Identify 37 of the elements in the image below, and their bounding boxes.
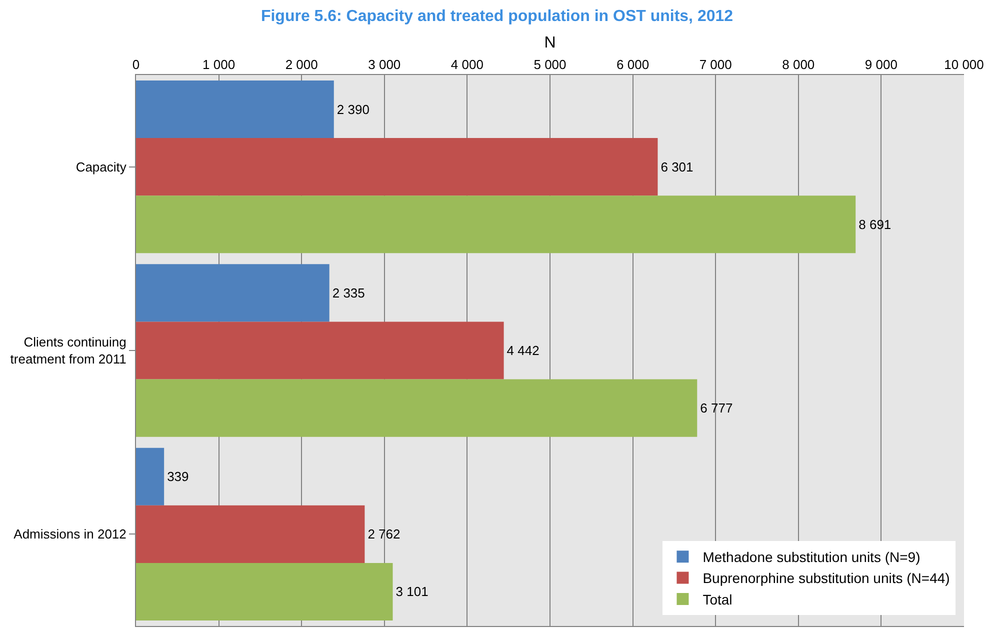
- data-label: 4 442: [506, 343, 540, 358]
- data-label: 6 777: [700, 400, 733, 416]
- bar: [136, 322, 504, 380]
- data-label: 2 390: [336, 102, 370, 117]
- x-tick-label: 9 000: [864, 56, 898, 72]
- x-tick-label: 10 000: [944, 56, 984, 72]
- legend-label: Buprenorphine substitution units (N=44): [702, 570, 950, 586]
- bar: [136, 505, 365, 563]
- data-label: 2 762: [368, 526, 400, 542]
- bar: [136, 80, 334, 138]
- bar: [136, 379, 698, 437]
- y-tick-label: Capacity: [76, 159, 127, 174]
- x-tick-label: 4 000: [450, 56, 484, 72]
- x-tick-label: 2 000: [285, 56, 318, 72]
- bar: [136, 138, 658, 196]
- x-tick-label: 7 000: [699, 56, 732, 72]
- legend-label: Methadone substitution units (N=9): [702, 549, 920, 566]
- x-tick-label: 8 000: [782, 56, 815, 72]
- legend-label: Total: [702, 591, 732, 608]
- y-tick-label: Admissions in 2012: [14, 526, 126, 542]
- bar: [136, 562, 393, 620]
- chart-title: Figure 5.6: Capacity and treated population in OST units, 2012: [260, 8, 734, 25]
- x-tick-label: 3 000: [368, 56, 401, 72]
- data-label: 339: [167, 469, 189, 484]
- x-axis-title: N: [544, 34, 556, 52]
- bar: [136, 196, 856, 254]
- data-label: 8 691: [858, 216, 892, 232]
- x-tick-label: 6 000: [616, 56, 650, 72]
- data-label: 6 301: [660, 159, 694, 174]
- bar: [136, 448, 164, 506]
- data-label: 3 101: [396, 584, 428, 600]
- x-tick-label: 0: [132, 56, 140, 72]
- data-label: 2 335: [332, 285, 365, 300]
- x-tick-label: 1 000: [202, 56, 236, 72]
- bar: [136, 264, 330, 322]
- y-tick-label: Clients continuing treatment from 2011: [10, 334, 126, 366]
- x-tick-label: 5 000: [534, 56, 566, 72]
